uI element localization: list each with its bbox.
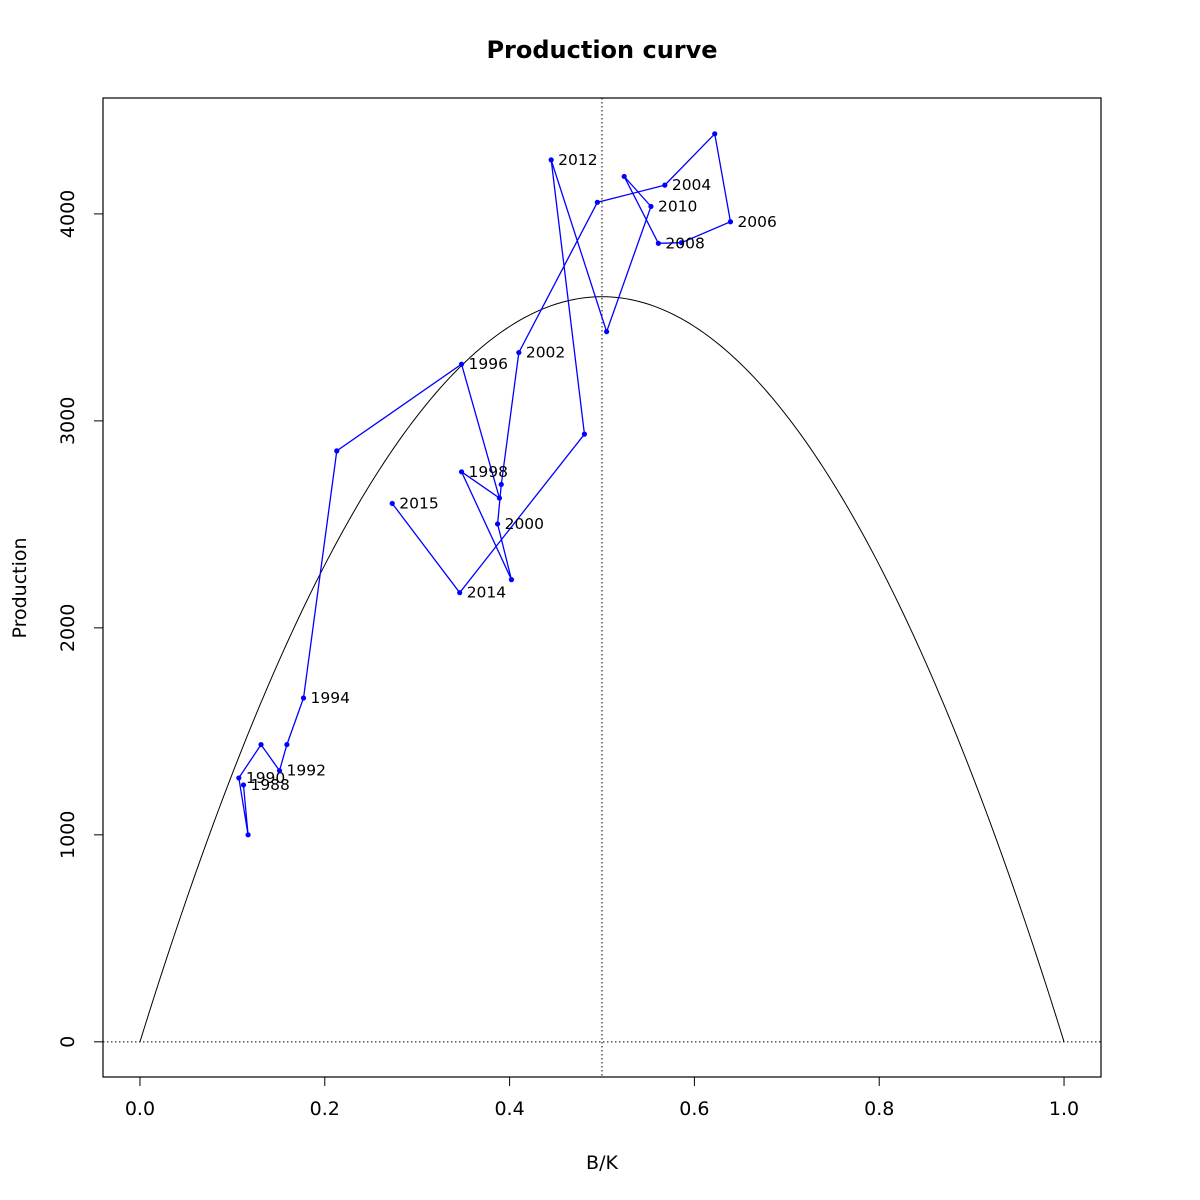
point-year-label: 1994 (311, 689, 350, 707)
data-point (496, 495, 503, 501)
data-point (678, 240, 685, 246)
x-tick-label: 0.0 (125, 1098, 155, 1120)
data-point (662, 182, 668, 188)
point-year-label: 1992 (286, 762, 325, 780)
point-year-label: 1988 (250, 776, 289, 794)
x-tick-label: 0.4 (494, 1098, 524, 1120)
x-tick-label: 0.2 (310, 1098, 340, 1120)
point-year-label: 2014 (467, 584, 506, 602)
data-point (236, 775, 242, 781)
data-point (581, 431, 588, 437)
data-point (258, 741, 264, 748)
x-tick-label: 0.8 (864, 1098, 894, 1120)
point-year-label: 1990 (246, 769, 285, 787)
data-point (594, 199, 600, 205)
point-year-label: 1996 (469, 355, 508, 373)
data-point (284, 741, 290, 748)
y-tick-label: 4000 (57, 190, 79, 238)
point-year-label: 1998 (469, 463, 508, 481)
y-tick-label: 1000 (57, 811, 79, 859)
data-point (334, 448, 340, 454)
data-point (457, 590, 463, 596)
data-point (621, 173, 627, 180)
point-year-label: 2010 (658, 197, 697, 215)
data-point (648, 203, 654, 210)
point-year-label: 2004 (672, 176, 711, 194)
plot-area: 0.0 0.2 0.4 0.6 0.8 1.00100020003000400019881… (57, 97, 1102, 1120)
point-year-label: 2000 (505, 515, 544, 533)
data-point (245, 832, 251, 838)
data-point (276, 768, 283, 774)
data-point (300, 695, 307, 701)
y-tick-label: 0 (57, 1036, 79, 1048)
trajectory-line (238, 132, 732, 835)
data-point (655, 240, 661, 246)
data-point (516, 349, 522, 356)
y-axis-label: Production (9, 537, 31, 638)
point-year-label: 2015 (399, 494, 438, 512)
data-point (548, 157, 554, 163)
data-point (712, 131, 718, 137)
chart-title: Production curve (486, 36, 717, 64)
y-tick-label: 3000 (57, 397, 79, 445)
x-axis-label: B/K (586, 1152, 618, 1174)
y-tick-label: 2000 (57, 604, 79, 652)
production-curve-line (139, 296, 1065, 1042)
data-point (508, 577, 515, 583)
data-point (727, 219, 734, 225)
point-year-label: 2012 (558, 151, 597, 169)
point-year-label: 2008 (665, 234, 704, 252)
point-year-label: 2002 (526, 344, 565, 362)
data-point (389, 500, 395, 507)
point-year-label: 2006 (737, 213, 776, 231)
x-tick-label: 1.0 (1049, 1098, 1079, 1120)
data-point (498, 481, 504, 488)
data-point (458, 361, 465, 367)
data-point (458, 469, 465, 475)
x-tick-label: 0.6 (679, 1098, 709, 1120)
data-point (604, 329, 610, 335)
data-point (240, 782, 247, 788)
data-point (494, 521, 501, 527)
